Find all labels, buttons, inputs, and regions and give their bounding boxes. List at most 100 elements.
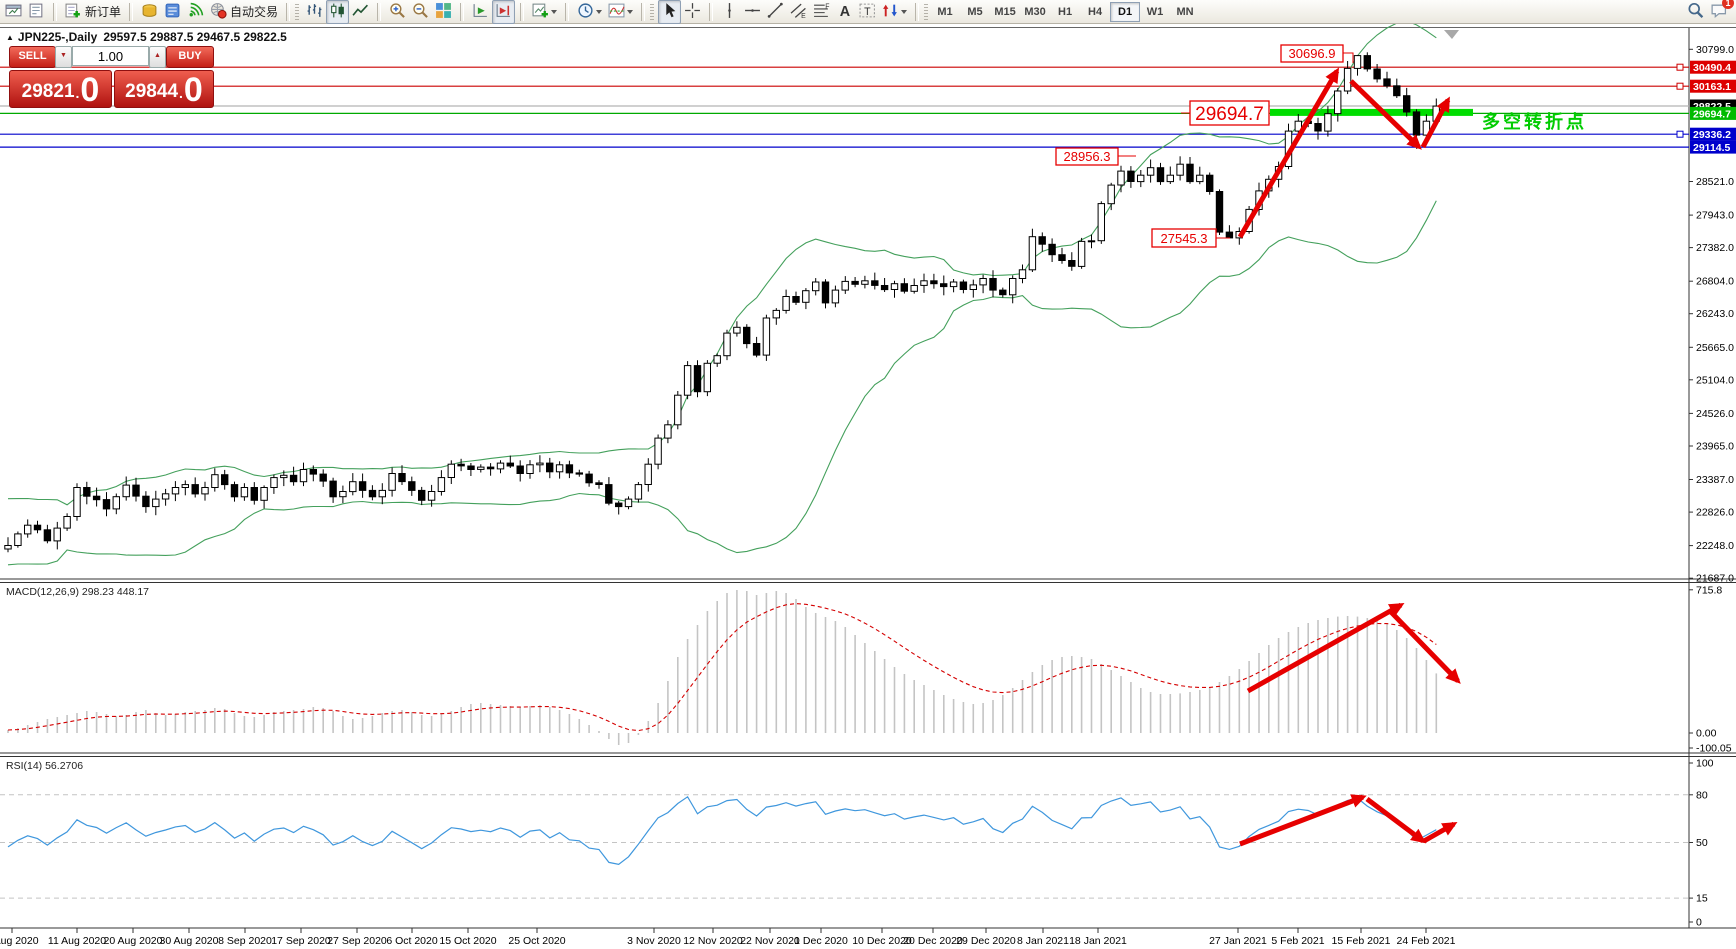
profiles-icon xyxy=(28,2,45,22)
signals-button[interactable] xyxy=(184,0,207,24)
equidistant-channel-tool-button[interactable]: E xyxy=(787,0,810,24)
sell-price-button[interactable]: 29821. 0 xyxy=(9,70,112,108)
timeframe-m30-button[interactable]: M30 xyxy=(1024,5,1046,18)
text-label-tool-button[interactable]: T xyxy=(856,0,879,24)
new-chart-button[interactable] xyxy=(529,0,560,24)
line-chart-mode-button[interactable] xyxy=(349,0,372,24)
svg-text:29336.2: 29336.2 xyxy=(1693,129,1731,141)
timeframe-m15-button[interactable]: M15 xyxy=(994,5,1016,18)
chart-frame xyxy=(0,27,1736,929)
toolbar-groups: 新订单 自动交易 E F A T M1 M5 M15 M30 H1 H4 D1 W1 MN xyxy=(0,0,1200,24)
svg-text:27545.3: 27545.3 xyxy=(1161,231,1208,246)
toolbar-separator xyxy=(286,2,291,21)
periods-button[interactable] xyxy=(574,0,605,24)
svg-text:21687.0: 21687.0 xyxy=(1696,573,1734,585)
toolbar-right: 1 xyxy=(1684,0,1736,24)
toolbar-separator xyxy=(53,2,57,21)
chart-shift-icon xyxy=(495,2,512,22)
symbol-expander-icon[interactable]: ▲ xyxy=(6,33,14,42)
symbol-ohlc: 29597.5 29887.5 29467.5 29822.5 xyxy=(103,30,287,44)
symbol-title: JPN225-,Daily xyxy=(17,30,98,44)
tile-windows-button[interactable] xyxy=(432,0,455,24)
volume-up-button[interactable]: ▲ xyxy=(149,46,166,68)
horizontal-line-tool-button[interactable] xyxy=(741,0,764,24)
timeframe-d1-button[interactable]: D1 xyxy=(1110,1,1141,22)
cursor-tool-button[interactable] xyxy=(658,0,682,24)
timeframe-m1-button[interactable]: M1 xyxy=(937,5,953,18)
toolbar-grip[interactable] xyxy=(650,3,655,20)
svg-text:24 Feb 2021: 24 Feb 2021 xyxy=(1397,935,1456,947)
svg-text:T: T xyxy=(864,5,871,17)
cursor-tool-icon xyxy=(661,2,678,22)
svg-text:25665.0: 25665.0 xyxy=(1696,342,1734,354)
price-annotations[interactable]: 30696.9 29694.7 28956.3 27545.3 多空转折点 xyxy=(1055,44,1587,248)
candlestick-mode-button[interactable] xyxy=(326,0,350,24)
svg-text:18 Jan 2021: 18 Jan 2021 xyxy=(1069,935,1127,947)
search-button[interactable] xyxy=(1684,0,1707,24)
toolbar-group xyxy=(527,1,562,23)
toolbar-separator xyxy=(641,2,646,21)
toolbar-group xyxy=(301,0,374,24)
svg-text:5 Feb 2021: 5 Feb 2021 xyxy=(1271,935,1324,947)
sell-button[interactable]: SELL xyxy=(9,46,56,68)
data-window-button[interactable] xyxy=(161,0,184,24)
new-order-icon xyxy=(65,2,82,22)
crosshair-tool-button[interactable] xyxy=(681,0,704,24)
toolbar-separator xyxy=(377,2,382,21)
timeframe-h4-button[interactable]: H4 xyxy=(1088,5,1103,18)
timeframe-mn-button[interactable]: MN xyxy=(1176,5,1194,18)
auto-trading-button[interactable]: 自动交易 xyxy=(207,0,281,24)
svg-text:27 Sep 2020: 27 Sep 2020 xyxy=(327,935,387,947)
toolbar-grip[interactable] xyxy=(924,3,929,20)
svg-text:22826.0: 22826.0 xyxy=(1696,507,1734,519)
chart-shift-button[interactable] xyxy=(492,0,516,24)
volume-input[interactable] xyxy=(72,46,149,66)
new-chart-dropdown-icon[interactable] xyxy=(551,9,558,14)
arrows-tool-button[interactable] xyxy=(879,0,910,24)
price-axis[interactable]: 30799.0 28521.0 27943.0 27382.0 26804.0 26243… xyxy=(1689,44,1736,585)
arrows-tool-dropdown-icon[interactable] xyxy=(901,9,908,14)
toolbar-group xyxy=(467,0,517,24)
auto-scroll-button[interactable] xyxy=(469,0,492,24)
buy-button[interactable]: BUY xyxy=(166,46,214,68)
fibonacci-tool-icon: F xyxy=(813,2,830,22)
chart-shift-marker[interactable] xyxy=(1444,30,1459,39)
new-order-button[interactable]: 新订单 xyxy=(62,0,124,24)
svg-text:30163.1: 30163.1 xyxy=(1693,81,1731,93)
macd-label: MACD(12,26,9) 298.23 448.17 xyxy=(6,586,149,598)
bar-chart-mode-button[interactable] xyxy=(303,0,326,24)
svg-text:29694.7: 29694.7 xyxy=(1693,108,1731,120)
indicators-dropdown-icon[interactable] xyxy=(627,9,634,14)
indicators-button[interactable] xyxy=(605,0,636,24)
timeframe-w1-button[interactable]: W1 xyxy=(1146,5,1164,18)
toolbar-separator xyxy=(520,2,525,21)
buy-price-button[interactable]: 29844. 0 xyxy=(114,70,214,108)
toolbar-grip[interactable] xyxy=(295,3,300,20)
auto-trading-icon xyxy=(210,2,227,22)
market-watch-button[interactable] xyxy=(138,0,161,24)
candlestick-mode-icon xyxy=(329,2,346,22)
periods-dropdown-icon[interactable] xyxy=(596,9,603,14)
chat-button[interactable]: 1 xyxy=(1707,0,1734,24)
vertical-line-tool-icon xyxy=(721,2,738,22)
svg-text:0: 0 xyxy=(1696,917,1702,929)
svg-text:23965.0: 23965.0 xyxy=(1696,441,1734,453)
zoom-out-button[interactable] xyxy=(409,0,432,24)
zoom-in-button[interactable] xyxy=(386,0,409,24)
timeframe-h1-button[interactable]: H1 xyxy=(1058,5,1073,18)
text-tool-button[interactable]: A xyxy=(833,0,856,24)
line-chart-mode-icon xyxy=(352,2,369,22)
fibonacci-tool-button[interactable]: F xyxy=(810,0,833,24)
vertical-line-tool-button[interactable] xyxy=(718,0,741,24)
volume-down-button[interactable]: ▼ xyxy=(55,46,72,68)
svg-text:A: A xyxy=(840,3,850,18)
chart-window-button[interactable] xyxy=(2,0,25,24)
svg-text:29 Dec 2020: 29 Dec 2020 xyxy=(956,935,1016,947)
sell-price-frac: 0 xyxy=(80,71,100,109)
trendline-tool-button[interactable] xyxy=(764,0,787,24)
svg-text:3 Nov 2020: 3 Nov 2020 xyxy=(627,935,681,947)
profiles-button[interactable] xyxy=(25,0,48,24)
timeframe-m5-button[interactable]: M5 xyxy=(967,5,983,18)
